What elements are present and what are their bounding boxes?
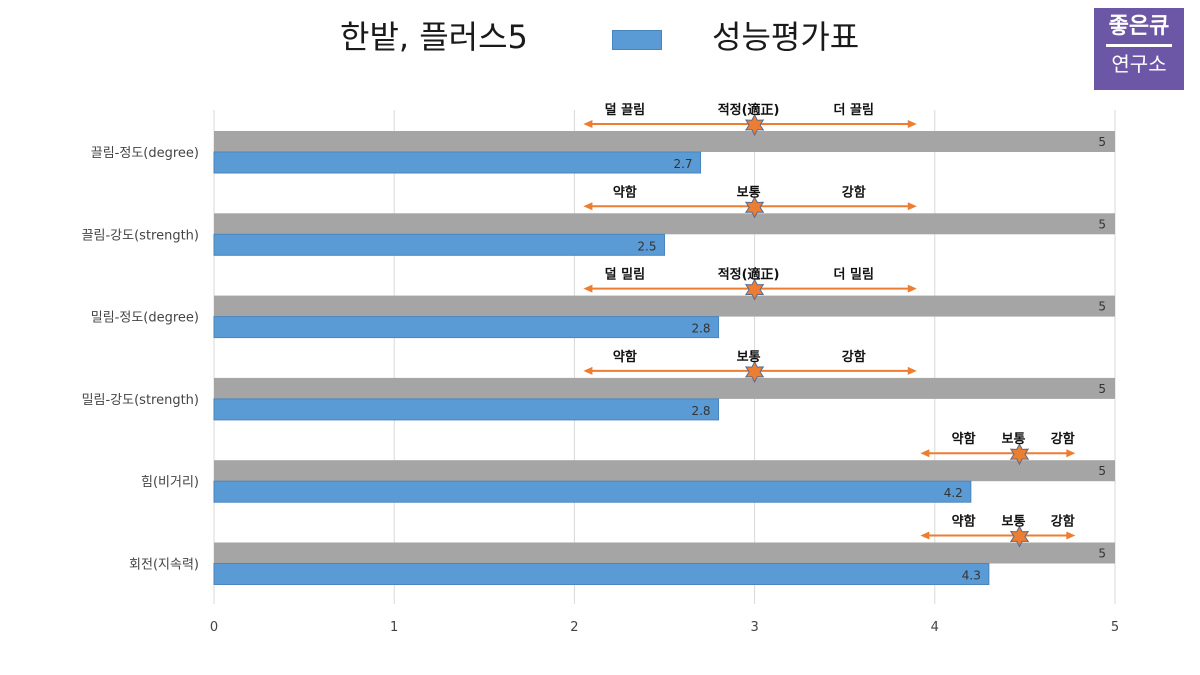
x-tick-label: 3: [750, 620, 758, 635]
scale-marker-star: [744, 278, 765, 301]
max-bar-label: 5: [1098, 382, 1106, 396]
brand-line2: 연구소: [1111, 52, 1167, 76]
scale-mid-label: 적정(適正): [718, 102, 780, 118]
scale-arrow-left-head: [583, 120, 593, 128]
scale-left-label: 약함: [613, 184, 637, 200]
category-label: 밀림-강도(strength): [82, 393, 199, 408]
scale-left-label: 약함: [613, 349, 637, 365]
value-bar-label: 4.2: [944, 486, 963, 500]
brand-line1: 좋은큐: [1108, 14, 1170, 39]
scale-marker-star: [1009, 443, 1030, 466]
scale-mid-label: 보통: [737, 350, 761, 365]
value-bar: [213, 151, 702, 174]
scale-arrow-right-head: [1066, 449, 1076, 458]
value-bar-label: 2.8: [691, 322, 710, 336]
scale-right-label: 더 밀림: [834, 267, 874, 283]
value-bar: [213, 398, 720, 421]
scale-arrow-left-head: [920, 531, 930, 540]
scale-arrow-right-head: [907, 366, 917, 375]
legend-swatch: [612, 30, 662, 50]
scale-arrow-right-head: [907, 202, 917, 211]
value-bar-label: 4.3: [962, 569, 981, 583]
value-bar: [213, 316, 720, 339]
scale-left-label: 약함: [952, 514, 976, 530]
value-bar-label: 2.7: [673, 157, 692, 171]
scale-marker-star: [744, 196, 765, 219]
max-bar-label: 5: [1098, 547, 1106, 561]
value-bar: [213, 563, 990, 585]
category-label: 회전(지속력): [129, 558, 199, 573]
max-bar: [214, 131, 1115, 152]
scale-right-label: 강함: [842, 184, 866, 200]
scale-arrow-right-head: [907, 120, 917, 128]
value-bar: [213, 480, 972, 503]
value-bar: [213, 233, 665, 256]
x-tick-label: 0: [210, 620, 218, 635]
scale-mid-label: 보통: [737, 185, 761, 200]
chart-title: 한밭, 플러스5: [340, 18, 528, 56]
value-bar-label: 2.5: [637, 239, 656, 253]
scale-mid-label: 보통: [1002, 515, 1026, 530]
scale-arrow-left-head: [583, 284, 593, 293]
scale-left-label: 덜 끌림: [605, 102, 645, 118]
scale-right-label: 강함: [842, 349, 866, 365]
chart-header: 한밭, 플러스5 성능평가표: [0, 8, 1200, 58]
scale-arrow-left-head: [583, 366, 593, 375]
category-label: 밀림-정도(degree): [91, 311, 199, 326]
scale-arrow-right-head: [907, 284, 917, 293]
max-bar-label: 5: [1098, 300, 1106, 314]
max-bar: [214, 460, 1115, 482]
max-bar: [214, 377, 1115, 399]
scale-marker-star: [744, 113, 765, 137]
max-bar: [214, 213, 1115, 235]
legend-label: 성능평가표: [712, 18, 860, 56]
scale-right-label: 더 끌림: [834, 102, 874, 118]
x-tick-label: 4: [931, 620, 939, 635]
scale-left-label: 덜 밀림: [605, 267, 645, 283]
value-bar-label: 2.8: [691, 404, 710, 418]
max-bar-label: 5: [1098, 135, 1106, 149]
max-bar: [214, 295, 1115, 317]
scale-arrow-left-head: [920, 449, 930, 458]
x-tick-label: 2: [570, 620, 578, 635]
scale-mid-label: 적정(適正): [718, 267, 780, 283]
brand-logo: 좋은큐 연구소: [1094, 8, 1184, 90]
max-bar-label: 5: [1098, 217, 1106, 231]
scale-mid-label: 보통: [1002, 432, 1026, 447]
max-bar: [214, 542, 1115, 564]
category-label: 끌림-강도(strength): [82, 228, 199, 243]
category-label: 끌림-정도(degree): [91, 146, 199, 161]
x-tick-label: 5: [1111, 620, 1119, 635]
category-label: 힘(비거리): [141, 475, 199, 490]
scale-right-label: 강함: [1051, 431, 1075, 447]
scale-arrow-left-head: [583, 202, 593, 211]
brand-divider: [1106, 44, 1172, 47]
scale-left-label: 약함: [952, 431, 976, 447]
scale-right-label: 강함: [1051, 514, 1075, 530]
scale-marker-star: [1009, 525, 1030, 548]
scale-marker-star: [744, 360, 765, 383]
x-tick-label: 1: [390, 620, 398, 635]
scale-arrow-right-head: [1066, 531, 1076, 540]
max-bar-label: 5: [1098, 464, 1106, 478]
